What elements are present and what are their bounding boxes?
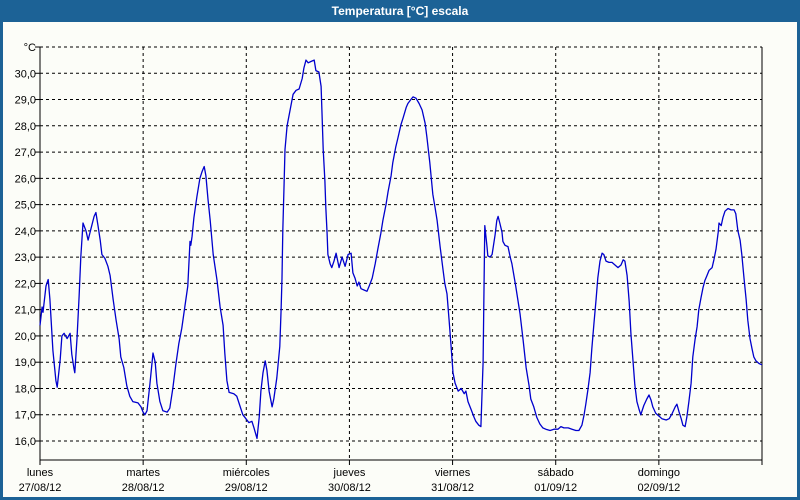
y-tick-label: 19,0 — [15, 357, 36, 369]
plot-frame — [39, 47, 763, 461]
y-tick-label: 18,0 — [15, 383, 36, 395]
y-tick-label: 22,0 — [15, 278, 36, 290]
y-tick-label: 28,0 — [15, 121, 36, 133]
y-tick-label: 20,0 — [15, 331, 36, 343]
y-tick-label: 17,0 — [15, 410, 36, 422]
title-bar: Temperatura [°C] escala — [0, 0, 800, 22]
y-axis-unit-label: °C — [24, 42, 36, 54]
day-name-label: viernes — [435, 467, 471, 479]
day-date-label: 02/09/12 — [637, 482, 680, 494]
temperature-series-line — [39, 59, 763, 440]
y-tick-label: 27,0 — [15, 147, 36, 159]
day-name-label: miércoles — [223, 467, 271, 479]
y-tick-label: 26,0 — [15, 173, 36, 185]
y-tick-label: 25,0 — [15, 200, 36, 212]
day-name-label: jueves — [333, 467, 366, 479]
day-name-label: martes — [126, 467, 160, 479]
y-tick-label: 16,0 — [15, 436, 36, 448]
y-tick-label: 24,0 — [15, 226, 36, 238]
day-date-label: 29/08/12 — [225, 482, 268, 494]
day-date-label: 28/08/12 — [122, 482, 165, 494]
day-date-label: 27/08/12 — [19, 482, 62, 494]
day-name-label: sábado — [538, 467, 574, 479]
day-date-label: 30/08/12 — [328, 482, 371, 494]
day-name-label: lunes — [27, 467, 54, 479]
y-tick-label: 29,0 — [15, 95, 36, 107]
y-tick-label: 30,0 — [15, 68, 36, 80]
y-tick-label: 21,0 — [15, 305, 36, 317]
day-date-label: 01/09/12 — [534, 482, 577, 494]
window-title: Temperatura [°C] escala — [331, 4, 469, 18]
day-date-label: 31/08/12 — [431, 482, 474, 494]
day-name-label: domingo — [638, 467, 680, 479]
y-tick-label: 23,0 — [15, 252, 36, 264]
